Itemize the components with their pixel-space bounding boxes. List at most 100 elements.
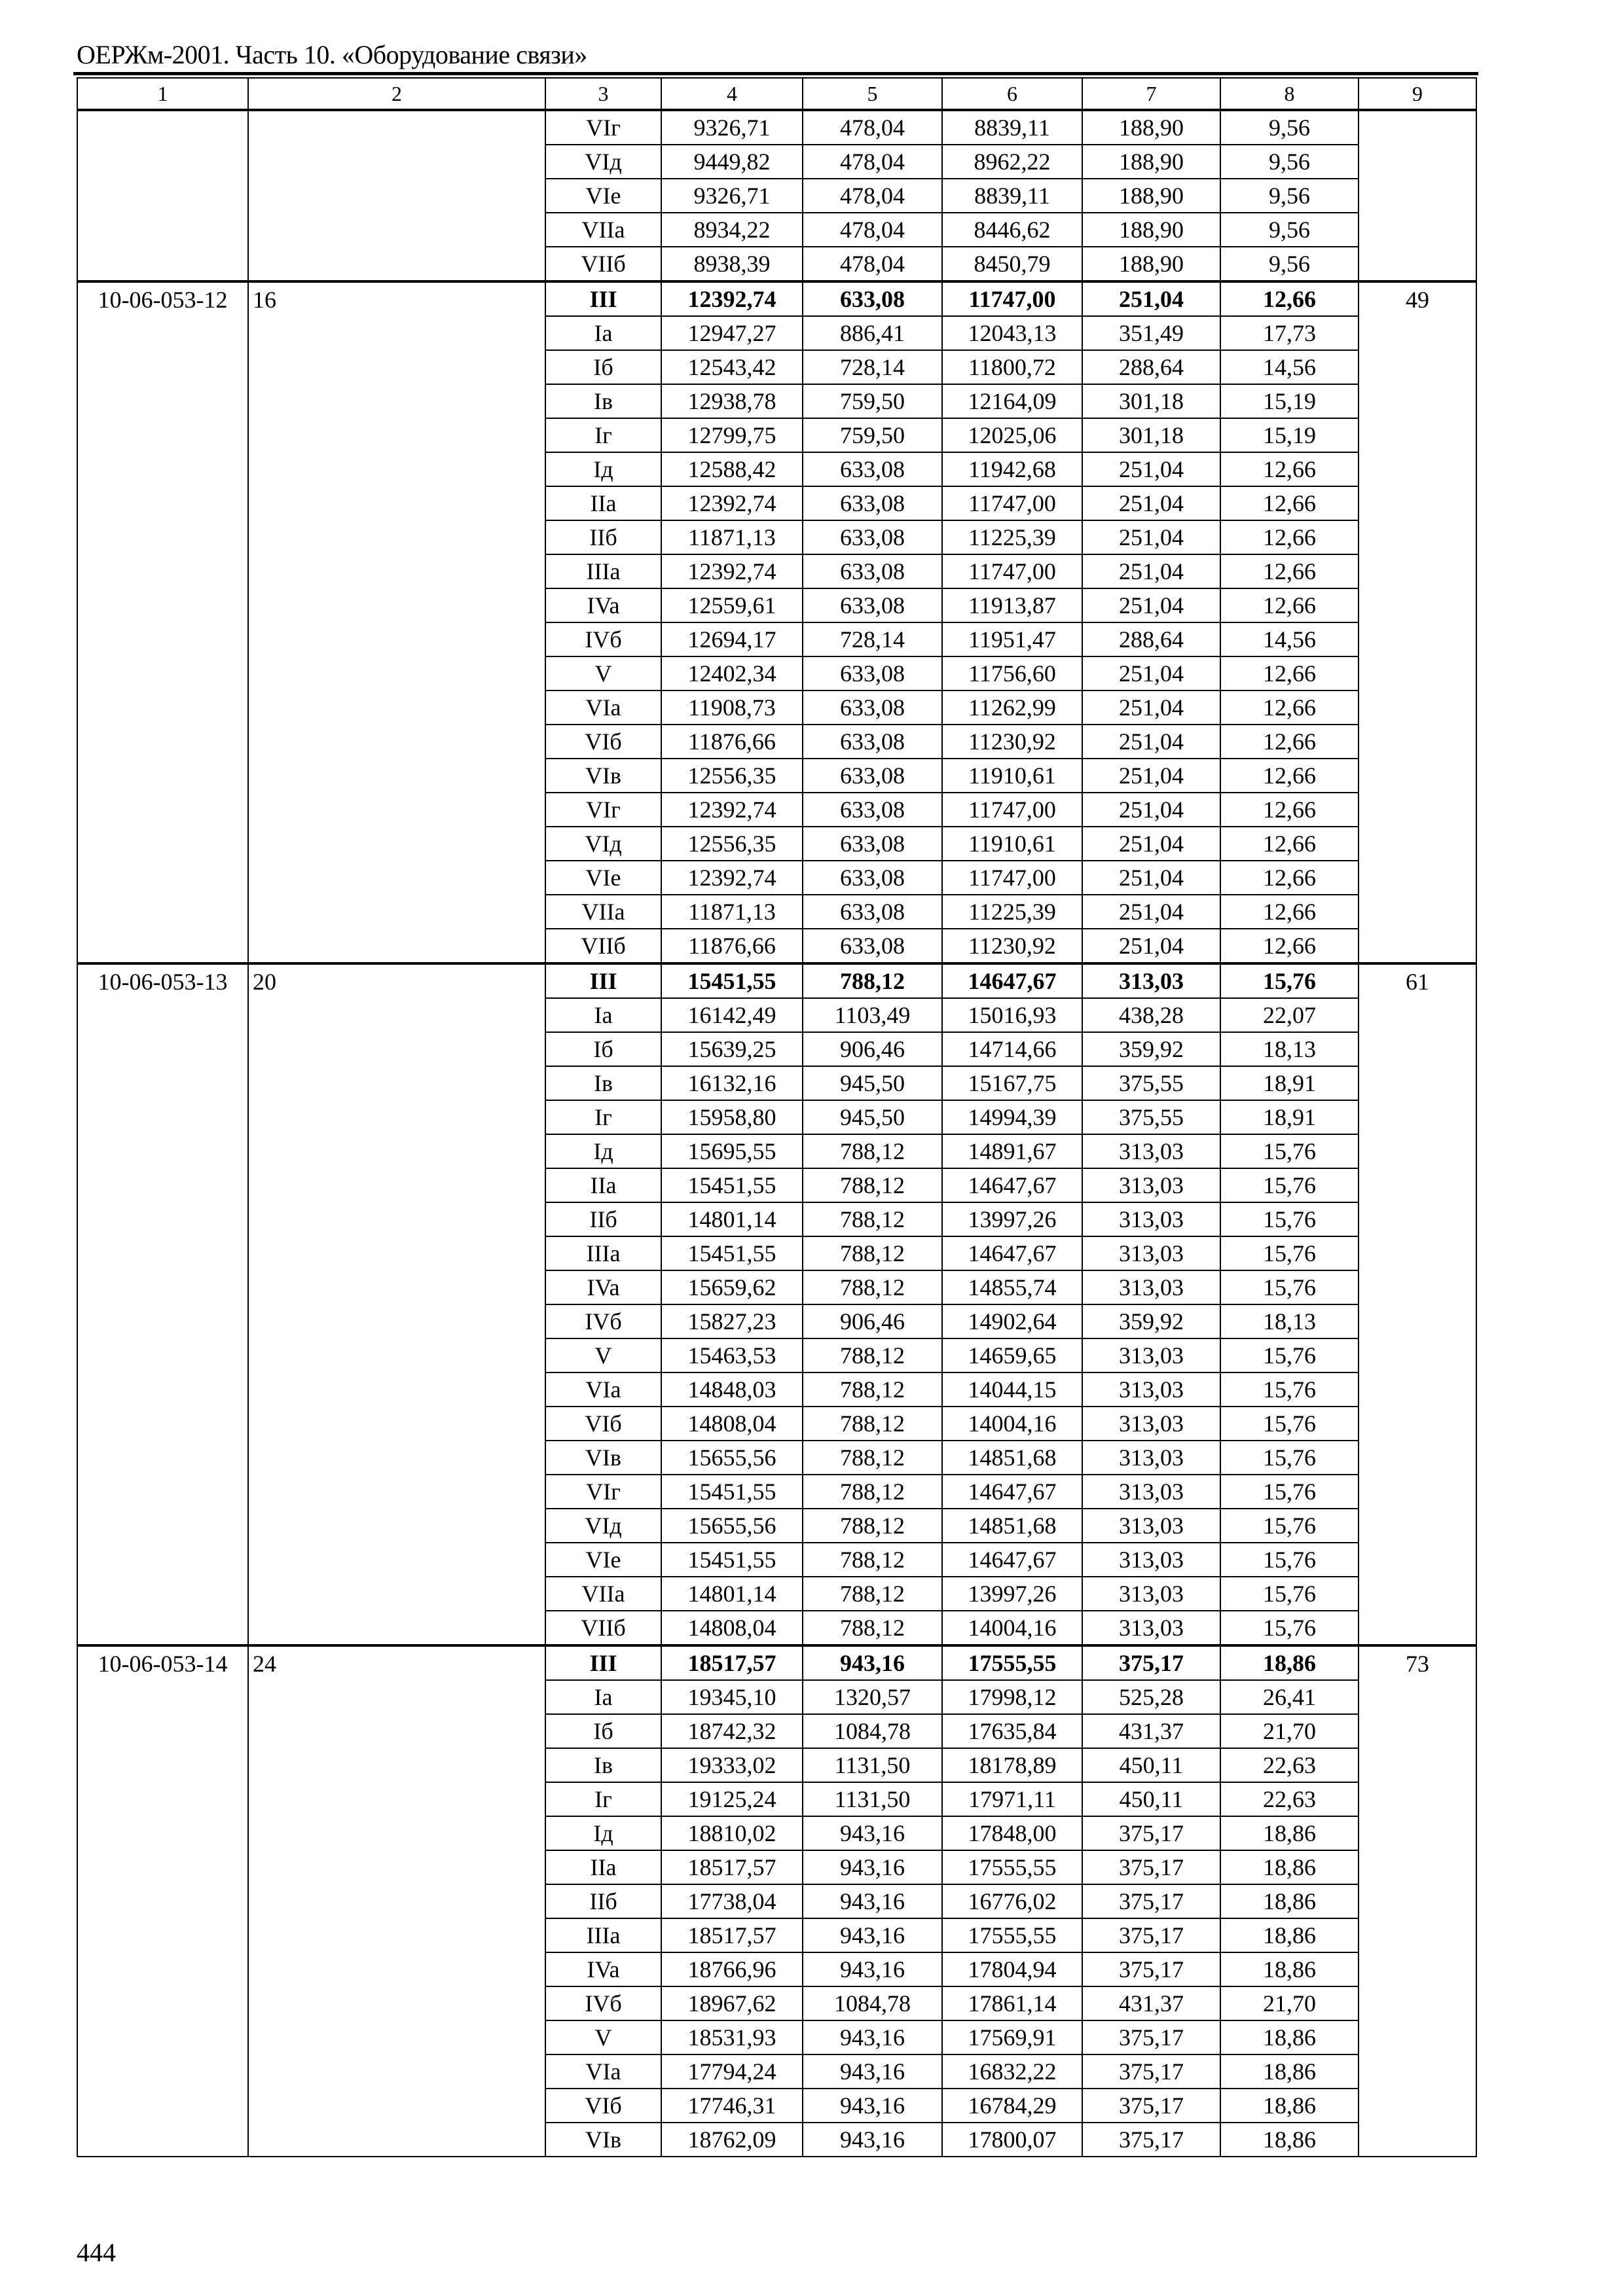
zone-cell: V	[545, 656, 662, 691]
zone-cell: VIв	[545, 758, 662, 793]
value-cell-col6: 11942,68	[941, 452, 1083, 487]
value-cell-col8: 21,70	[1220, 1713, 1359, 1749]
rate-code-cell	[77, 109, 249, 282]
value-cell-col7: 188,90	[1082, 178, 1221, 213]
value-cell-col7: 313,03	[1082, 1406, 1221, 1441]
value-cell-col4: 15655,56	[661, 1508, 803, 1543]
value-cell-col6: 14004,16	[941, 1406, 1083, 1441]
value-cell-col6: 11747,00	[941, 486, 1083, 521]
table-row: VIб 11876,66 633,08 11230,92 251,04 12,66	[77, 724, 1476, 759]
table-row: VIв 15655,56 788,12 14851,68 313,03 15,76	[77, 1440, 1476, 1475]
value-cell-col6: 11747,00	[941, 280, 1083, 317]
value-cell-col5: 943,16	[802, 2054, 943, 2089]
value-cell-col8: 12,66	[1220, 894, 1359, 929]
zone-cell: Iв	[545, 384, 662, 419]
value-cell-col8: 22,07	[1220, 997, 1359, 1033]
zone-cell: Iв	[545, 1066, 662, 1101]
value-cell-col6: 13997,26	[941, 1202, 1083, 1237]
table-row: Iв 19333,02 1131,50 18178,89 450,11 22,63	[77, 1748, 1476, 1783]
value-cell-col7: 313,03	[1082, 1202, 1221, 1237]
zone-cell: VIIб	[545, 928, 662, 964]
value-cell-col6: 17804,94	[941, 1952, 1083, 1987]
table-row: IIa 15451,55 788,12 14647,67 313,03 15,76	[77, 1168, 1476, 1203]
table-row: VIIa 14801,14 788,12 13997,26 313,03 15,76	[77, 1576, 1476, 1611]
weight-cell: 49	[1358, 280, 1477, 964]
value-cell-col6: 11225,39	[941, 894, 1083, 929]
zone-cell: VIa	[545, 690, 662, 725]
value-cell-col7: 313,03	[1082, 1576, 1221, 1611]
value-cell-col4: 12402,34	[661, 656, 803, 691]
table-row: Ia 12947,27 886,41 12043,13 351,49 17,73	[77, 315, 1476, 351]
value-cell-col5: 788,12	[802, 1372, 943, 1407]
value-cell-col8: 15,76	[1220, 1440, 1359, 1475]
value-cell-col8: 12,66	[1220, 520, 1359, 555]
zone-cell: VIд	[545, 1508, 662, 1543]
value-cell-col8: 15,76	[1220, 1202, 1359, 1237]
table-row: VIг 12392,74 633,08 11747,00 251,04 12,66	[77, 792, 1476, 827]
value-cell-col7: 313,03	[1082, 1168, 1221, 1203]
value-cell-col6: 11230,92	[941, 724, 1083, 759]
table-row: VIIб 14808,04 788,12 14004,16 313,03 15,76	[77, 1610, 1476, 1646]
value-cell-col4: 18766,96	[661, 1952, 803, 1987]
value-cell-col4: 18517,57	[661, 1850, 803, 1885]
zone-cell: IVб	[545, 1986, 662, 2021]
zone-cell: V	[545, 2020, 662, 2055]
zone-cell: IIб	[545, 1202, 662, 1237]
value-cell-col6: 8839,11	[941, 178, 1083, 213]
table-row: 10-06-053-12 16 III 12392,74 633,08 11747,00 2…	[77, 280, 1477, 964]
value-cell-col4: 12947,27	[661, 315, 803, 351]
value-cell-col7: 313,03	[1082, 1134, 1221, 1169]
table-row: VIe 12392,74 633,08 11747,00 251,04 12,66	[77, 860, 1476, 895]
value-cell-col4: 11876,66	[661, 724, 803, 759]
table-row: Iб 18742,32 1084,78 17635,84 431,37 21,70	[77, 1713, 1476, 1749]
table-row: VIд 9449,82 478,04 8962,22 188,90 9,56	[77, 144, 1476, 179]
zone-cell: Iг	[545, 418, 662, 453]
zone-cell: Iв	[545, 1748, 662, 1783]
value-cell-col5: 788,12	[802, 1508, 943, 1543]
value-cell-col4: 19125,24	[661, 1782, 803, 1817]
value-cell-col6: 11230,92	[941, 928, 1083, 964]
value-cell-col7: 251,04	[1082, 758, 1221, 793]
table-row: IIIa 18517,57 943,16 17555,55 375,17 18,86	[77, 1918, 1476, 1953]
value-cell-col4: 12556,35	[661, 758, 803, 793]
zone-cell: IIa	[545, 486, 662, 521]
value-cell-col7: 525,28	[1082, 1679, 1221, 1715]
value-cell-col8: 26,41	[1220, 1679, 1359, 1715]
value-cell-col6: 16776,02	[941, 1884, 1083, 1919]
zone-cell: IVa	[545, 1270, 662, 1305]
zone-cell: III	[545, 1644, 662, 1681]
table-row: Iд 12588,42 633,08 11942,68 251,04 12,66	[77, 452, 1476, 487]
zone-cell: VIIб	[545, 246, 662, 282]
value-cell-col8: 18,91	[1220, 1066, 1359, 1101]
value-cell-col8: 18,13	[1220, 1304, 1359, 1339]
table-row: IIб 17738,04 943,16 16776,02 375,17 18,86	[77, 1884, 1476, 1919]
table-row: VIa 14848,03 788,12 14044,15 313,03 15,76	[77, 1372, 1476, 1407]
value-cell-col5: 788,12	[802, 1338, 943, 1373]
value-cell-col4: 15695,55	[661, 1134, 803, 1169]
value-cell-col7: 375,17	[1082, 2020, 1221, 2055]
value-cell-col6: 12164,09	[941, 384, 1083, 419]
value-cell-col8: 12,66	[1220, 724, 1359, 759]
rate-code-cell: 10-06-053-12	[77, 280, 249, 964]
value-cell-col6: 12025,06	[941, 418, 1083, 453]
zone-cell: VIIa	[545, 1576, 662, 1611]
value-cell-col8: 12,66	[1220, 826, 1359, 861]
weight-cell: 61	[1358, 962, 1477, 1646]
value-cell-col5: 759,50	[802, 418, 943, 453]
table-row: VIв 12556,35 633,08 11910,61 251,04 12,66	[77, 758, 1476, 793]
value-cell-col8: 15,76	[1220, 1576, 1359, 1611]
value-cell-col5: 788,12	[802, 1270, 943, 1305]
value-cell-col6: 11225,39	[941, 520, 1083, 555]
value-cell-col4: 12694,17	[661, 622, 803, 657]
column-header-7: 7	[1082, 77, 1221, 111]
value-cell-col4: 12392,74	[661, 792, 803, 827]
value-cell-col4: 14808,04	[661, 1406, 803, 1441]
table-row: IVa 18766,96 943,16 17804,94 375,17 18,86	[77, 1952, 1476, 1987]
value-cell-col4: 18517,57	[661, 1918, 803, 1953]
value-cell-col7: 375,17	[1082, 1884, 1221, 1919]
table-row: IIб 14801,14 788,12 13997,26 313,03 15,76	[77, 1202, 1476, 1237]
value-cell-col4: 17794,24	[661, 2054, 803, 2089]
value-cell-col7: 251,04	[1082, 826, 1221, 861]
value-cell-col8: 15,76	[1220, 1270, 1359, 1305]
value-cell-col7: 375,55	[1082, 1100, 1221, 1135]
